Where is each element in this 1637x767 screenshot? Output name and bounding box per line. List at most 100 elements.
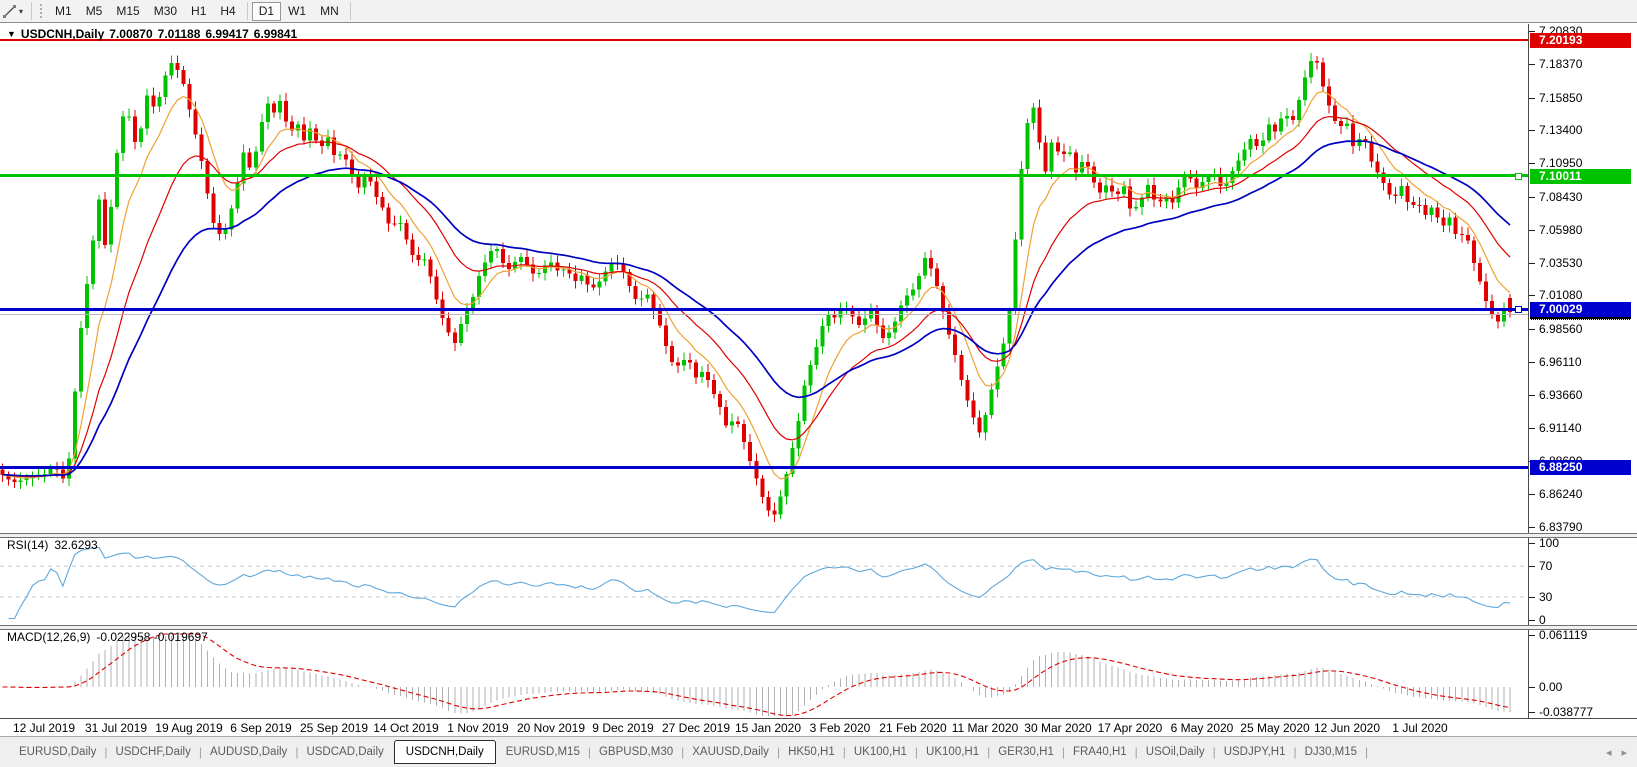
price-tick-mark (1529, 494, 1535, 495)
toolbar-divider (31, 2, 33, 20)
chart-tab-usdcnh-daily[interactable]: USDCNH,Daily (393, 740, 496, 764)
date-axis-label: 21 Feb 2020 (879, 721, 947, 735)
price-chart-canvas[interactable] (0, 24, 1528, 533)
rsi-name: RSI(14) (7, 538, 49, 552)
tab-separator: | (914, 745, 919, 759)
rsi-tick-mark (1529, 566, 1535, 567)
chart-tab-audusd-daily[interactable]: AUDUSD,Daily (209, 746, 288, 758)
chart-tab-fra40-h1[interactable]: FRA40,H1 (1072, 746, 1127, 758)
line-tool-button[interactable]: ▾ (0, 1, 27, 21)
panel-separator-macd[interactable] (0, 625, 1637, 630)
chart-tab-eurusd-m15[interactable]: EURUSD,M15 (505, 746, 580, 758)
horizontal-level-line-6.88250[interactable] (0, 466, 1528, 469)
price-tick-label: 7.08430 (1539, 190, 1583, 204)
date-axis-label: 12 Jun 2020 (1313, 721, 1381, 735)
price-tick-label: 7.01080 (1539, 288, 1583, 302)
chart-dropdown-icon[interactable]: ▼ (7, 29, 16, 39)
macd-tick-mark (1529, 635, 1535, 636)
timeframe-button-m30[interactable]: M30 (153, 4, 178, 18)
macd-values: -0.022958 -0.019697 (96, 630, 208, 644)
tab-separator: | (1293, 745, 1297, 759)
horizontal-level-line-7.00029[interactable] (0, 308, 1528, 311)
date-axis-label: 20 Nov 2019 (516, 721, 586, 735)
rsi-indicator-label: RSI(14) 32.6293 (7, 538, 98, 552)
price-tick-label: 7.18370 (1539, 57, 1583, 71)
tool-dropdown-caret-icon[interactable]: ▾ (19, 6, 24, 16)
timeframe-button-d1[interactable]: D1 (251, 1, 282, 21)
ohlc-open-value: 7.00870 (109, 27, 153, 41)
timeframe-button-w1[interactable]: W1 (288, 4, 307, 18)
macd-tick-label: 0.061119 (1539, 628, 1588, 642)
hline-endpoint-marker[interactable] (1515, 173, 1522, 180)
price-level-label-6.88250: 6.88250 (1530, 460, 1631, 475)
chart-tab-usoil-daily[interactable]: USOil,Daily (1145, 746, 1205, 758)
price-tick-mark (1529, 98, 1535, 99)
date-axis-label: 19 Aug 2019 (155, 721, 223, 735)
timeframe-button-h4[interactable]: H4 (220, 4, 236, 18)
panel-separator-rsi[interactable] (0, 533, 1637, 538)
chart-tab-usdchf-daily[interactable]: USDCHF,Daily (115, 746, 191, 758)
rsi-value: 32.6293 (54, 538, 98, 552)
macd-tick-label: -0.038777 (1539, 705, 1594, 719)
chart-tab-usdjpy-h1[interactable]: USDJPY,H1 (1223, 746, 1286, 758)
rsi-tick-label: 30 (1539, 590, 1553, 604)
hline-endpoint-marker[interactable] (1515, 306, 1522, 313)
price-tick-mark (1529, 230, 1535, 231)
timeframe-toolbar: ▾ M1 M5 M15 M30 H1 H4 D1 W1 MN (0, 0, 1637, 23)
chart-tab-uk100-h1[interactable]: UK100,H1 (853, 746, 907, 758)
horizontal-level-line-7.20193[interactable] (0, 39, 1528, 41)
macd-bottom-border (0, 718, 1637, 719)
chart-title: ▼ USDCNH,Daily 7.00870 7.01188 6.99417 6… (7, 27, 297, 41)
price-tick-label: 7.13400 (1539, 123, 1583, 137)
price-level-label-7.10011: 7.10011 (1530, 169, 1631, 184)
chart-tab-gbpusd-m30[interactable]: GBPUSD,M30 (598, 746, 674, 758)
price-tick-mark (1529, 329, 1535, 330)
timeframe-button-h1[interactable]: H1 (191, 4, 207, 18)
chart-tab-uk100-h1[interactable]: UK100,H1 (926, 746, 980, 758)
price-tick-label: 6.96110 (1539, 355, 1582, 369)
chart-tab-hk50-h1[interactable]: HK50,H1 (788, 746, 835, 758)
chart-tab-ger30-h1[interactable]: GER30,H1 (998, 746, 1054, 758)
date-axis-label: 27 Dec 2019 (661, 721, 731, 735)
price-axis-border (1528, 24, 1529, 719)
chart-tab-xauusd-daily[interactable]: XAUUSD,Daily (692, 746, 769, 758)
horizontal-level-line-7.10011[interactable] (0, 174, 1528, 177)
price-tick-label: 7.15850 (1539, 91, 1583, 105)
chart-symbol-label: USDCNH,Daily (20, 27, 105, 41)
date-axis-label: 30 Mar 2020 (1024, 721, 1092, 735)
toolbar-divider (246, 2, 248, 20)
chart-tabs: EURUSD,Daily | USDCHF,Daily | AUDUSD,Daily | U… (0, 737, 1596, 767)
timeframe-button-m5[interactable]: M5 (85, 4, 103, 18)
rsi-chart-canvas[interactable] (0, 536, 1528, 625)
timeframe-button-mn[interactable]: MN (320, 4, 339, 18)
rsi-tick-label: 0 (1539, 613, 1546, 627)
toolbar-grip-handle[interactable] (39, 3, 44, 19)
timeframe-buttons: M1 M5 M15 M30 H1 H4 D1 W1 MN (48, 0, 355, 23)
timeframe-button-m1[interactable]: M1 (55, 4, 72, 18)
rsi-tick-label: 100 (1539, 536, 1560, 550)
date-axis-label: 14 Oct 2019 (373, 721, 439, 735)
timeframe-button-m15[interactable]: M15 (116, 4, 140, 18)
tab-scroll-nav: ◂ ▸ (1596, 746, 1637, 759)
date-axis-label: 25 Sep 2019 (299, 721, 369, 735)
macd-tick-label: 0.00 (1539, 680, 1563, 694)
date-axis-label: 3 Feb 2020 (809, 721, 871, 735)
toolbar-divider (349, 2, 351, 20)
date-axis[interactable]: 12 Jul 2019 31 Jul 2019 19 Aug 2019 6 Sep 2… (0, 719, 1528, 736)
price-tick-label: 6.93660 (1539, 388, 1583, 402)
rsi-tick-mark (1529, 543, 1535, 544)
chart-tab-bar: EURUSD,Daily | USDCHF,Daily | AUDUSD,Daily | U… (0, 736, 1637, 767)
date-axis-label: 9 Dec 2019 (592, 721, 654, 735)
chart-tab-eurusd-daily[interactable]: EURUSD,Daily (19, 746, 97, 758)
tab-separator: | (1134, 745, 1138, 759)
chart-tab-dj30-m15[interactable]: DJ30,M15 (1304, 746, 1358, 758)
macd-tick-mark (1529, 712, 1535, 713)
rsi-tick-mark (1529, 597, 1535, 598)
tab-scroll-right-icon[interactable]: ▸ (1621, 746, 1627, 759)
tab-scroll-left-icon[interactable]: ◂ (1605, 746, 1612, 759)
macd-name: MACD(12,26,9) (7, 630, 91, 644)
chart-window[interactable]: 6.99841 7.20193 7.10011 7.00029 6.88250 ▼ US… (0, 24, 1637, 736)
macd-chart-canvas[interactable] (0, 628, 1528, 718)
chart-tab-usdcad-daily[interactable]: USDCAD,Daily (306, 746, 384, 758)
tab-separator: | (1212, 745, 1216, 759)
